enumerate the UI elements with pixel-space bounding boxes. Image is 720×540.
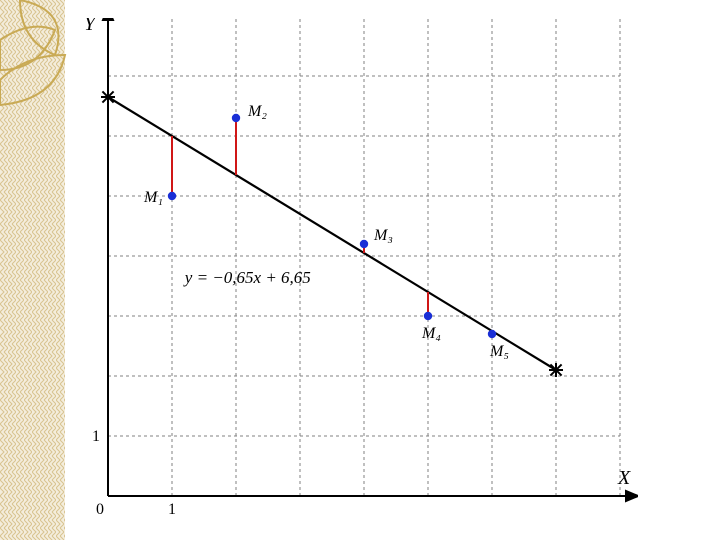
point-M5 (488, 330, 496, 338)
point-M3 (360, 240, 368, 248)
xtick-1: 1 (168, 501, 176, 518)
stage: 0 1 1 X Y M₁ M₂ M₃ M₄ M₅ y = −0,65x + 6,65 (0, 0, 720, 540)
ytick-1: 1 (92, 428, 100, 445)
y-axis-label: Y (84, 18, 97, 35)
point-label-M5: M₅ (489, 343, 509, 360)
origin-label: 0 (96, 501, 104, 518)
point-M4 (424, 312, 432, 320)
point-label-M4: M₄ (421, 325, 441, 342)
equation-label: y = −0,65x + 6,65 (183, 268, 311, 287)
point-label-M1: M₁ (143, 189, 163, 206)
regression-chart: 0 1 1 X Y M₁ M₂ M₃ M₄ M₅ y = −0,65x + 6,65 (78, 18, 638, 526)
point-label-M2: M₂ (247, 103, 267, 120)
point-label-M3: M₃ (373, 227, 393, 244)
chart-container: 0 1 1 X Y M₁ M₂ M₃ M₄ M₅ y = −0,65x + 6,65 (78, 18, 638, 526)
point-M2 (232, 114, 240, 122)
x-axis-label: X (617, 467, 631, 489)
point-M1 (168, 192, 176, 200)
